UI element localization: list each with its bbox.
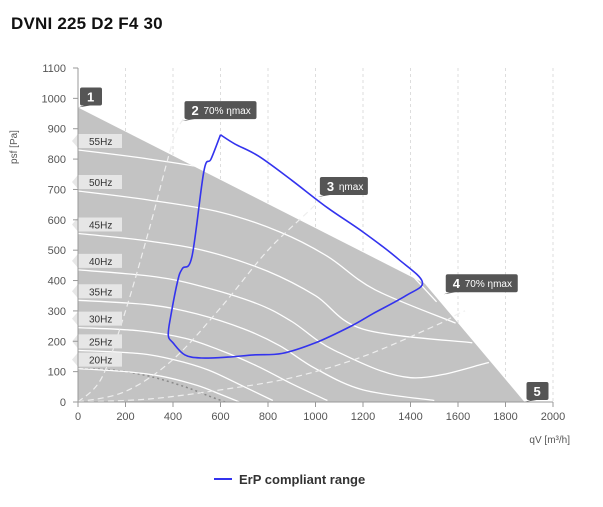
x-tick-label: 200	[116, 411, 134, 423]
operating-envelope	[78, 107, 525, 402]
marker-text: 70% ηmax	[465, 279, 512, 290]
marker-number: 1	[87, 89, 94, 104]
x-tick-label: 1400	[398, 411, 422, 423]
speed-label-tag	[72, 284, 122, 299]
marker-box	[80, 87, 102, 106]
y-tick-label: 800	[48, 154, 66, 166]
speed-label-40hz: 40Hz	[72, 253, 122, 268]
speed-label-tag	[72, 334, 122, 349]
marker-pointer	[524, 400, 537, 402]
speed-label-text: 20Hz	[89, 356, 112, 367]
axes: 0 200 400 600 800 1000 1200 1400 1600 1800 2000010…	[9, 63, 570, 446]
speed-label-25hz: 25Hz	[72, 334, 122, 349]
y-tick-label: 200	[48, 336, 66, 348]
y-tick-label: 900	[48, 124, 66, 136]
y-tick-label: 600	[48, 215, 66, 227]
system-curve-1	[77, 116, 186, 403]
speed-curve-20hz	[78, 367, 240, 402]
speed-curve-40hz	[78, 269, 490, 379]
y-tick-label: 100	[48, 367, 66, 379]
legend: ErP compliant range	[214, 472, 365, 487]
speed-label-20hz: 20Hz	[72, 352, 122, 367]
speed-label-text: 30Hz	[89, 315, 112, 326]
erp-compliant-range-line	[167, 134, 424, 359]
x-tick-label: 0	[75, 411, 81, 423]
marker-text: ηmax	[339, 182, 363, 193]
page-title: DVNI 225 D2 F4 30	[11, 14, 163, 33]
x-tick-label: 400	[164, 411, 182, 423]
speed-label-45hz: 45Hz	[72, 217, 122, 232]
speed-label-text: 35Hz	[89, 287, 112, 298]
y-tick-label: 1100	[42, 63, 66, 75]
marker-2: 2 70% ηmax	[182, 101, 257, 122]
marker-box	[319, 177, 368, 196]
marker-box	[526, 382, 549, 400]
speed-label-text: 45Hz	[89, 220, 112, 231]
speed-curve-50hz	[78, 190, 456, 324]
markers: 1 2 70% ηmax 3 ηmax 4 70% ηmax 5	[78, 87, 549, 402]
y-tick-label: 300	[48, 306, 66, 318]
speed-label-35hz: 35Hz	[72, 284, 122, 299]
speed-label-50hz: 50Hz	[72, 174, 122, 189]
y-tick-label: 0	[60, 397, 66, 409]
x-tick-label: 600	[211, 411, 229, 423]
speed-label-tag	[72, 174, 122, 189]
speed-curve-35hz	[78, 299, 435, 402]
erp-boundary-dotted	[78, 367, 226, 402]
y-axis-title: psf [Pa]	[9, 130, 20, 164]
x-axis-title: qV [m³/h]	[529, 435, 570, 446]
marker-pointer	[182, 119, 195, 122]
speed-label-text: 25Hz	[89, 337, 112, 348]
y-tick-label: 1000	[42, 93, 66, 105]
marker-pointer	[443, 292, 456, 295]
y-tick-label: 700	[48, 184, 66, 196]
speed-label-text: 55Hz	[89, 137, 112, 148]
x-tick-label: 2000	[541, 411, 565, 423]
system-curve-3	[77, 310, 466, 403]
speed-curve-30hz	[78, 326, 328, 402]
speed-label-tag	[72, 253, 122, 268]
x-tick-label: 800	[259, 411, 277, 423]
marker-number: 5	[534, 384, 541, 399]
plot-area: 55Hz 50Hz 45Hz 40Hz 35Hz 30Hz 25Hz 20Hz	[72, 107, 525, 403]
x-tick-label: 1600	[446, 411, 470, 423]
marker-pointer	[317, 195, 330, 198]
speed-label-text: 50Hz	[89, 178, 112, 189]
legend-label: ErP compliant range	[239, 472, 365, 487]
marker-4: 4 70% ηmax	[443, 274, 518, 295]
x-tick-label: 1800	[493, 411, 517, 423]
marker-5: 5	[524, 382, 549, 402]
marker-number: 4	[453, 276, 461, 291]
speed-label-tag	[72, 217, 122, 232]
speed-label-55hz: 55Hz	[72, 133, 122, 148]
marker-text: 70% ηmax	[204, 106, 251, 117]
speed-curve-25hz	[78, 349, 274, 402]
y-tick-label: 400	[48, 276, 66, 288]
marker-box	[184, 101, 257, 120]
marker-3: 3 ηmax	[317, 177, 368, 198]
marker-pointer	[78, 105, 90, 108]
marker-number: 2	[192, 103, 199, 118]
speed-label-text: 40Hz	[89, 257, 112, 268]
speed-label-tag	[72, 352, 122, 367]
marker-number: 3	[327, 179, 334, 194]
marker-1: 1	[78, 87, 102, 108]
speed-label-30hz: 30Hz	[72, 311, 122, 326]
speed-label-tag	[72, 311, 122, 326]
speed-curve-45hz	[78, 232, 473, 344]
x-tick-label: 1200	[351, 411, 375, 423]
y-tick-label: 500	[48, 245, 66, 257]
speed-label-tag	[72, 133, 122, 148]
x-tick-label: 1000	[303, 411, 327, 423]
marker-box	[445, 274, 518, 293]
